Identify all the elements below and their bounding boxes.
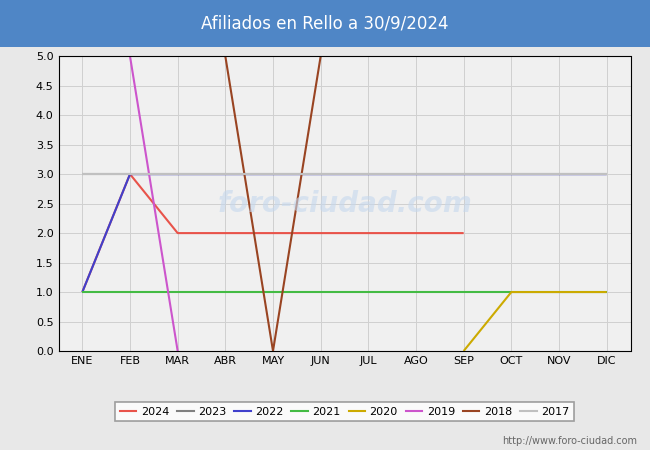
Text: http://www.foro-ciudad.com: http://www.foro-ciudad.com: [502, 436, 637, 446]
Legend: 2024, 2023, 2022, 2021, 2020, 2019, 2018, 2017: 2024, 2023, 2022, 2021, 2020, 2019, 2018…: [115, 402, 574, 421]
Text: Afiliados en Rello a 30/9/2024: Afiliados en Rello a 30/9/2024: [202, 14, 448, 33]
Text: foro-ciudad.com: foro-ciudad.com: [217, 189, 472, 218]
